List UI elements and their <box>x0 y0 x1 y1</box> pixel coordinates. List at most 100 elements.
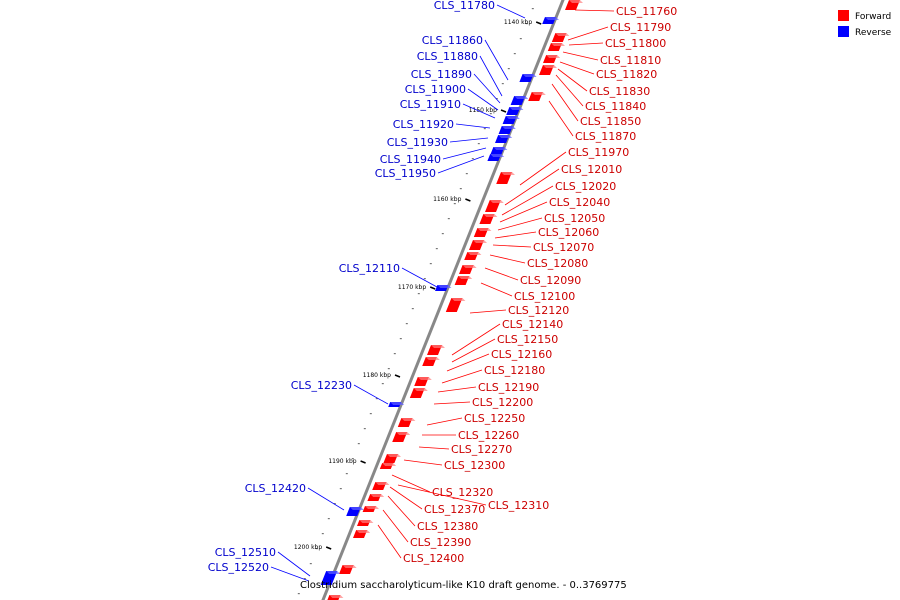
forward-gene-label[interactable]: CLS_12380 <box>417 520 478 533</box>
minor-tick <box>483 128 486 130</box>
forward-leader-line <box>391 474 431 493</box>
forward-gene-label[interactable]: CLS_11790 <box>610 21 671 34</box>
forward-gene-label[interactable]: CLS_12180 <box>484 364 545 377</box>
reverse-gene-label[interactable]: CLS_11860 <box>422 34 483 47</box>
forward-gene-label[interactable]: CLS_12050 <box>544 212 605 225</box>
gene-block-highlight <box>359 520 374 523</box>
reverse-gene-label[interactable]: CLS_11880 <box>417 50 478 63</box>
forward-gene-label[interactable]: CLS_12040 <box>549 196 610 209</box>
minor-tick <box>375 398 378 400</box>
forward-gene-label[interactable]: CLS_11820 <box>596 68 657 81</box>
gene-block-highlight <box>451 298 466 301</box>
forward-gene-label[interactable]: CLS_12320 <box>432 486 493 499</box>
forward-gene-label[interactable]: CLS_12400 <box>403 552 464 565</box>
forward-gene-label[interactable]: CLS_12200 <box>472 396 533 409</box>
reverse-gene-label[interactable]: CLS_11910 <box>400 98 461 111</box>
forward-gene-label[interactable]: CLS_12270 <box>451 443 512 456</box>
minor-tick <box>393 353 396 355</box>
forward-leader-line <box>489 254 526 264</box>
gene-block-highlight <box>493 147 508 150</box>
reverse-gene-label[interactable]: CLS_12510 <box>215 546 276 559</box>
forward-gene-label[interactable]: CLS_12140 <box>502 318 563 331</box>
forward-gene-label[interactable]: CLS_12150 <box>497 333 558 346</box>
reverse-leader-line <box>277 551 311 577</box>
minor-tick <box>447 218 450 220</box>
forward-gene-label[interactable]: CLS_12190 <box>478 381 539 394</box>
minor-tick <box>525 23 528 25</box>
reverse-gene-label[interactable]: CLS_12420 <box>245 482 306 495</box>
reverse-gene-label[interactable]: CLS_11930 <box>387 136 448 149</box>
legend-reverse-label: Reverse <box>855 28 892 38</box>
reverse-gene-block[interactable] <box>320 571 338 585</box>
forward-gene-label[interactable]: CLS_12100 <box>514 290 575 303</box>
gene-block-highlight <box>543 65 557 68</box>
forward-gene-label[interactable]: CLS_12120 <box>508 304 569 317</box>
gene-block-highlight <box>349 507 364 510</box>
reverse-gene-label[interactable]: CLS_12110 <box>339 262 400 275</box>
forward-leader-line <box>389 486 423 510</box>
gene-block-highlight <box>326 571 341 574</box>
forward-gene-label[interactable]: CLS_11840 <box>585 100 646 113</box>
forward-gene-label[interactable]: CLS_12310 <box>488 499 549 512</box>
forward-gene-label[interactable]: CLS_11810 <box>600 54 661 67</box>
reverse-leader-line <box>270 566 310 582</box>
forward-gene-label[interactable]: CLS_11760 <box>616 5 677 18</box>
gene-block-highlight <box>522 74 537 77</box>
reverse-leader-line <box>449 137 489 143</box>
minor-tick <box>405 323 408 325</box>
tick-label: 1160 kbp <box>433 196 461 203</box>
forward-gene-label[interactable]: CLS_12080 <box>527 257 588 270</box>
forward-gene-label[interactable]: CLS_12010 <box>561 163 622 176</box>
minor-tick <box>411 308 414 310</box>
forward-leader-line <box>519 151 567 186</box>
minor-tick <box>477 143 480 145</box>
reverse-gene-label[interactable]: CLS_11920 <box>393 118 454 131</box>
forward-gene-label[interactable]: CLS_11830 <box>589 85 650 98</box>
reverse-gene-label[interactable]: CLS_11890 <box>411 68 472 81</box>
forward-gene-label[interactable]: CLS_12060 <box>538 226 599 239</box>
reverse-gene-label[interactable]: CLS_11900 <box>405 83 466 96</box>
minor-tick <box>417 293 420 295</box>
gene-block-highlight <box>425 357 440 360</box>
gene-block-highlight <box>387 454 401 457</box>
legend: Forward Reverse <box>838 10 892 38</box>
gene-block-highlight <box>356 530 371 533</box>
forward-gene-label[interactable]: CLS_11850 <box>580 115 641 128</box>
forward-leader-line <box>568 42 604 46</box>
gene-block-highlight <box>551 43 565 46</box>
reverse-gene-label[interactable]: CLS_12230 <box>291 379 352 392</box>
forward-gene-block[interactable] <box>445 298 463 312</box>
forward-gene-label[interactable]: CLS_11800 <box>605 37 666 50</box>
reverse-leader-line <box>479 55 503 97</box>
forward-gene-label[interactable]: CLS_12300 <box>444 459 505 472</box>
minor-tick <box>489 113 492 115</box>
gene-block-highlight <box>501 126 516 129</box>
gene-block-highlight <box>569 0 583 3</box>
reverse-gene-label[interactable]: CLS_11950 <box>375 167 436 180</box>
reverse-gene-label[interactable]: CLS_11940 <box>380 153 441 166</box>
forward-leader-line <box>497 217 543 231</box>
forward-leader-line <box>446 353 490 372</box>
forward-gene-label[interactable]: CLS_12260 <box>458 429 519 442</box>
forward-leader-line <box>387 495 416 527</box>
forward-gene-label[interactable]: CLS_12370 <box>424 503 485 516</box>
forward-gene-label[interactable]: CLS_11970 <box>568 146 629 159</box>
gene-block-highlight <box>505 116 520 119</box>
reverse-gene-label[interactable]: CLS_12520 <box>208 561 269 574</box>
gene-block-highlight <box>413 388 428 391</box>
gene-block-highlight <box>390 402 405 405</box>
minor-tick <box>309 563 312 565</box>
forward-gene-label[interactable]: CLS_12070 <box>533 241 594 254</box>
forward-gene-label[interactable]: CLS_12020 <box>555 180 616 193</box>
reverse-gene-label[interactable]: CLS_11780 <box>434 0 495 12</box>
forward-gene-label[interactable]: CLS_12250 <box>464 412 525 425</box>
forward-leader-line <box>403 459 443 466</box>
forward-gene-label[interactable]: CLS_12390 <box>410 536 471 549</box>
major-tick <box>325 546 332 550</box>
minor-tick <box>531 8 534 10</box>
forward-gene-label[interactable]: CLS_12090 <box>520 274 581 287</box>
forward-gene-label[interactable]: CLS_12160 <box>491 348 552 361</box>
minor-tick <box>507 68 510 70</box>
forward-gene-label[interactable]: CLS_11870 <box>575 130 636 143</box>
